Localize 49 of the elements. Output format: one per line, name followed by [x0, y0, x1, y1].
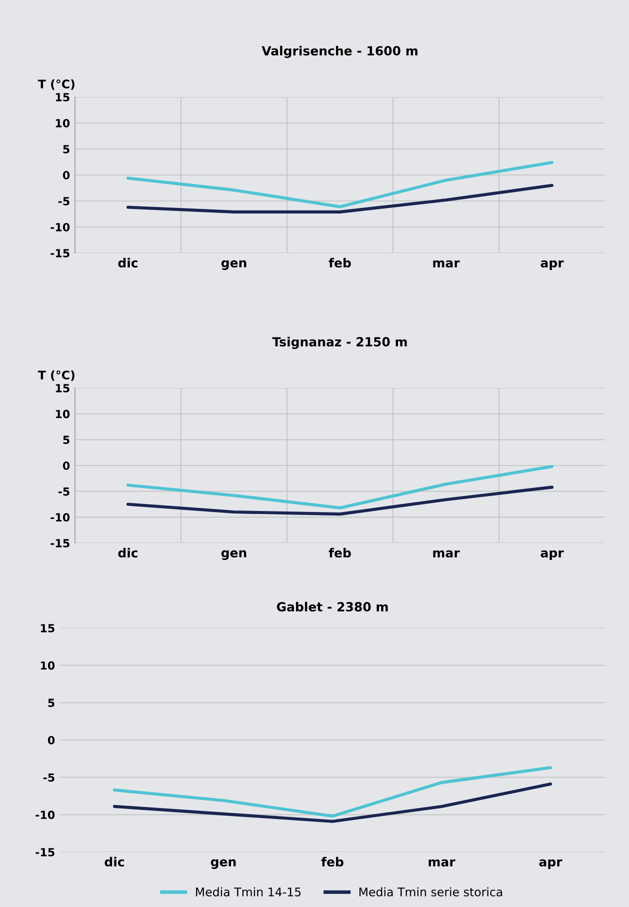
line-series: [112, 782, 552, 823]
x-tick-label: apr: [539, 859, 562, 869]
y-tick-label: -5: [58, 487, 70, 496]
x-tick-label: dic: [118, 548, 138, 558]
y-tick-label: 5: [63, 436, 70, 444]
y-tick-label: 10: [56, 118, 70, 128]
y-tick-label: 15: [56, 93, 70, 102]
y-tick-label: -15: [50, 539, 70, 548]
x-tick-label: feb: [321, 856, 344, 867]
line-series: [126, 486, 554, 516]
x-tick-label: apr: [540, 550, 564, 560]
y-tick-label: -15: [36, 848, 54, 856]
chart-title: Gablet - 2380 m: [276, 602, 388, 612]
x-tick-label: gen: [210, 859, 236, 869]
y-tick-label: 0: [48, 736, 55, 744]
y-tick-label: -10: [50, 513, 70, 522]
y-tick-label: 15: [40, 624, 54, 632]
x-tick-label: apr: [540, 260, 564, 270]
line-series: [126, 160, 554, 208]
y-tick-label: 10: [40, 661, 55, 670]
y-tick-label: -5: [58, 197, 70, 206]
y-tick-label: 10: [56, 410, 70, 418]
legend-label: Media Tmin serie storica: [359, 887, 502, 896]
y-tick-label: -10: [36, 810, 55, 820]
y-tick-label: 15: [56, 384, 70, 392]
x-tick-label: mar: [433, 260, 460, 268]
x-tick-label: dic: [118, 258, 138, 268]
line-series: [126, 465, 554, 510]
x-tick-label: gen: [221, 550, 246, 560]
x-tick-label: mar: [428, 859, 456, 867]
line-series: [126, 184, 554, 214]
y-tick-label: -10: [50, 222, 70, 232]
x-tick-label: feb: [328, 258, 351, 268]
x-tick-label: mar: [433, 550, 460, 558]
y-tick-label: 5: [48, 698, 54, 708]
chart-title: Tsignanaz - 2150 m: [272, 336, 407, 350]
y-tick-label: -5: [43, 773, 54, 782]
y-tick-label: 5: [63, 145, 70, 154]
y-tick-label: 0: [62, 170, 70, 180]
x-tick-label: dic: [104, 856, 124, 867]
chart-title: Valgrisenche - 1600 m: [262, 46, 418, 58]
y-axis-title: T (°C): [38, 79, 74, 90]
y-tick-label: 0: [62, 461, 70, 470]
x-tick-label: gen: [221, 260, 246, 270]
x-tick-label: feb: [328, 548, 351, 558]
legend-label: Media Tmin 14-15: [196, 887, 301, 896]
line-series: [112, 766, 552, 818]
y-axis-title: T (°C): [38, 370, 74, 381]
y-tick-label: -15: [50, 249, 70, 258]
